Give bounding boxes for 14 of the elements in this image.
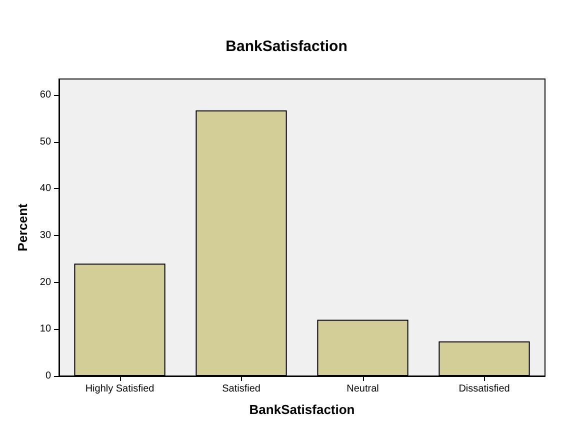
y-tick-label: 60 — [40, 89, 52, 100]
x-axis-title: BankSatisfaction — [249, 402, 355, 417]
y-tick-label: 30 — [40, 230, 52, 241]
y-tick-label: 40 — [40, 183, 52, 194]
y-axis-title: Percent — [15, 202, 30, 252]
x-tick-label: Satisfied — [222, 384, 260, 394]
x-tick-label: Neutral — [346, 384, 379, 394]
y-tick-label: 10 — [40, 324, 52, 335]
x-tick-label: Highly Satisfied — [85, 384, 154, 394]
y-tick-label: 20 — [40, 276, 52, 288]
y-tick-label: 0 — [45, 370, 52, 382]
x-tick-label: Dissatisfied — [458, 384, 510, 394]
y-tick-label: 50 — [40, 136, 52, 148]
chart-title: BankSatisfaction — [226, 38, 348, 55]
